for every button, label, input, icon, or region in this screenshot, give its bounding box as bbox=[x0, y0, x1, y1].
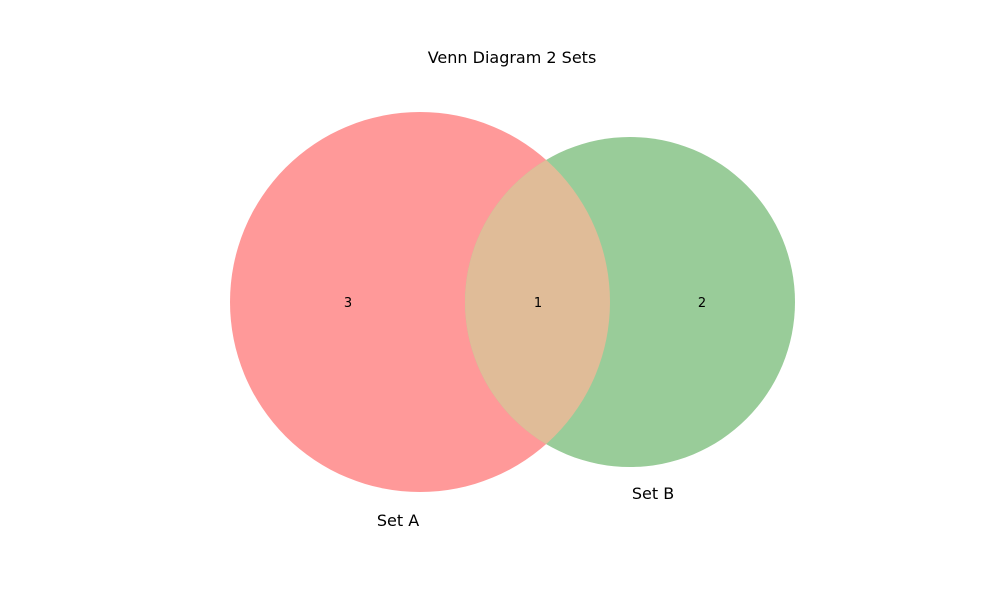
region-ab-count: 1 bbox=[534, 296, 542, 311]
region-a-only-count: 3 bbox=[344, 296, 352, 311]
set-b-label: Set B bbox=[632, 484, 674, 503]
set-ab-overlap bbox=[465, 137, 610, 467]
set-a-label: Set A bbox=[377, 511, 419, 530]
region-b-only-count: 2 bbox=[698, 296, 706, 311]
diagram-title: Venn Diagram 2 Sets bbox=[428, 48, 597, 67]
